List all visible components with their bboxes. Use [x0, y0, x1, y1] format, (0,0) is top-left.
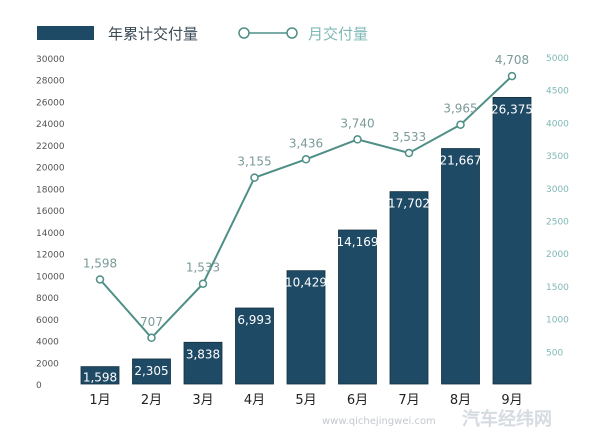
y-left-tick-label: 24000 — [36, 120, 65, 130]
y-left-tick-label: 26000 — [36, 98, 65, 108]
line-point — [250, 173, 259, 182]
line-value-label: 3,533 — [392, 130, 426, 144]
bar-value-label: 26,375 — [491, 102, 533, 116]
y-right-tick-label: 3500 — [546, 152, 569, 162]
legend-line-label: 月交付量 — [308, 25, 369, 43]
line-point — [507, 71, 517, 81]
x-tick-label: 4月 — [244, 393, 265, 408]
y-right-tick-label: 2000 — [546, 250, 569, 260]
bar — [286, 270, 326, 385]
line-point — [198, 279, 208, 288]
bar — [80, 366, 120, 385]
line-point — [353, 135, 362, 144]
bar-value-label: 14,169 — [337, 235, 379, 249]
y-left-tick-label: 16000 — [36, 207, 65, 217]
legend-bar-label: 年累计交付量 — [108, 25, 199, 43]
y-right-tick-label: 5000 — [546, 54, 569, 64]
y-left-tick-label: 2000 — [36, 359, 59, 369]
line-value-label: 1,533 — [186, 261, 220, 275]
watermark-url: www.qichejingwei.com — [322, 416, 436, 427]
y-left-tick-label: 6000 — [36, 316, 59, 326]
bar — [338, 229, 377, 385]
y-left-tick-label: 0 — [36, 381, 42, 391]
bar — [389, 191, 429, 385]
y-right-tick-label: 3000 — [546, 185, 569, 195]
line-value-label: 4,708 — [495, 53, 529, 67]
bar-value-label: 6,993 — [237, 313, 271, 327]
line-value-label: 1,598 — [83, 256, 117, 270]
x-tick-label: 2月 — [141, 393, 162, 408]
bar-value-label: 17,702 — [388, 197, 430, 211]
x-tick-label: 8月 — [450, 393, 471, 408]
y-right-tick-label: 4500 — [546, 87, 569, 97]
y-right-tick-label: 4000 — [546, 119, 569, 129]
x-tick-label: 1月 — [89, 393, 110, 408]
legend-line-marker — [238, 27, 298, 39]
y-left-tick-label: 20000 — [36, 164, 65, 174]
line-value-label: 3,740 — [340, 116, 374, 130]
line-value-label: 3,155 — [237, 155, 271, 169]
bar — [132, 358, 171, 385]
bar — [441, 148, 480, 385]
y-left-tick-label: 12000 — [36, 251, 65, 261]
line-point — [456, 120, 465, 129]
bar-value-label: 3,838 — [186, 347, 220, 361]
bar — [235, 307, 274, 385]
line-point — [404, 148, 414, 158]
line-value-label: 3,965 — [443, 102, 477, 116]
line-value-label: 3,436 — [289, 136, 323, 150]
legend-bar-swatch — [37, 26, 94, 40]
line-point — [301, 155, 311, 164]
bar-value-label: 10,429 — [285, 276, 327, 290]
bar-value-label: 21,667 — [440, 154, 482, 168]
bar-value-label: 2,305 — [134, 364, 168, 378]
y-left-tick-label: 10000 — [36, 272, 65, 282]
line-point — [147, 333, 156, 343]
y-left-tick-label: 28000 — [36, 77, 65, 87]
x-tick-label: 6月 — [347, 393, 368, 408]
y-left-tick-label: 22000 — [36, 142, 65, 152]
y-right-tick-label: 2500 — [546, 218, 569, 228]
line-value-label: 707 — [140, 315, 163, 329]
y-left-tick-label: 18000 — [36, 185, 65, 195]
y-right-tick-label: 1000 — [546, 316, 569, 326]
bar — [183, 341, 223, 385]
y-left-tick-label: 4000 — [36, 338, 59, 348]
x-tick-label: 7月 — [398, 393, 419, 408]
bar — [492, 96, 532, 385]
y-right-tick-label: 1500 — [546, 283, 569, 293]
y-right-tick-label: 500 — [546, 348, 563, 358]
bar-value-label: 1,598 — [83, 371, 117, 385]
watermark-logo: 汽车经纬网 — [462, 409, 552, 430]
y-left-tick-label: 30000 — [36, 55, 65, 65]
y-left-tick-label: 8000 — [36, 294, 59, 304]
y-left-tick-label: 14000 — [36, 229, 65, 239]
x-tick-label: 5月 — [295, 393, 316, 408]
x-tick-label: 3月 — [192, 393, 213, 408]
x-tick-label: 9月 — [501, 393, 522, 408]
line-point — [95, 275, 105, 284]
